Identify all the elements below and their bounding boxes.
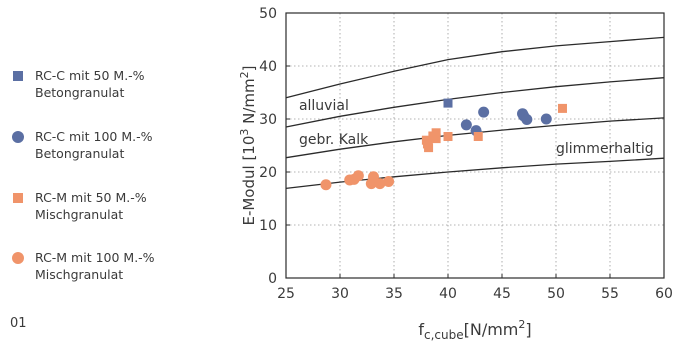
- legend-item-rcc-50: RC-C mit 50 M.-% Betongranulat: [12, 67, 145, 101]
- data-point-circle: [352, 170, 364, 182]
- data-point-circle: [521, 114, 533, 126]
- y-tick-label: 20: [259, 165, 277, 181]
- legend-label: RC-M mit 100 M.-% Mischgranulat: [35, 249, 155, 283]
- legend-marker-circle-blue: [12, 131, 24, 143]
- data-point-square: [557, 103, 567, 113]
- y-tick-label: 50: [259, 6, 277, 22]
- legend-item-rcm-50: RC-M mit 50 M.-% Mischgranulat: [12, 189, 147, 223]
- data-point-square: [443, 98, 453, 108]
- x-tick-label: 25: [277, 286, 295, 302]
- x-tick-label: 60: [655, 286, 673, 302]
- reference-curve: [285, 157, 665, 190]
- data-point-circle: [374, 178, 386, 190]
- legend-label: RC-C mit 50 M.-% Betongranulat: [35, 67, 145, 101]
- legend-label-line2: Mischgranulat: [35, 207, 124, 222]
- series-circle-orange: [320, 170, 395, 191]
- y-axis-label: E-Modul [103 N/mm2]: [238, 65, 258, 225]
- series-square-orange: [421, 103, 567, 153]
- y-tick-label: 10: [259, 218, 277, 234]
- legend-label: RC-C mit 100 M.-% Betongranulat: [35, 128, 153, 162]
- data-point-square: [443, 131, 453, 141]
- data-point-square: [473, 131, 483, 141]
- data-point-circle: [460, 119, 472, 131]
- x-tick-label: 30: [331, 286, 349, 302]
- legend-label-line1: RC-M mit 50 M.-%: [35, 190, 147, 205]
- legend-label-line1: RC-C mit 50 M.-%: [35, 68, 145, 83]
- reference-curve: [285, 77, 665, 128]
- data-point-circle: [383, 176, 395, 188]
- reference-curve: [285, 36, 665, 99]
- legend-item-rcc-100: RC-C mit 100 M.-% Betongranulat: [12, 128, 153, 162]
- plot-frame: [285, 12, 665, 279]
- chart-legend: RC-C mit 50 M.-% Betongranulat RC-C mit …: [0, 0, 230, 345]
- legend-marker-circle-orange: [12, 252, 24, 264]
- legend-label-line2: Betongranulat: [35, 146, 125, 161]
- data-point-circle: [540, 113, 552, 125]
- legend-label-line2: Betongranulat: [35, 85, 125, 100]
- series-circle-blue: [460, 106, 552, 137]
- legend-marker-square-orange: [13, 193, 23, 203]
- y-tick-label: 40: [259, 59, 277, 75]
- data-point-circle: [320, 179, 332, 191]
- x-tick-label: 55: [601, 286, 619, 302]
- legend-label: RC-M mit 50 M.-% Mischgranulat: [35, 189, 147, 223]
- figure-number: 01: [10, 316, 27, 331]
- data-point-circle: [367, 171, 379, 183]
- legend-label-line1: RC-C mit 100 M.-%: [35, 129, 153, 144]
- legend-item-rcm-100: RC-M mit 100 M.-% Mischgranulat: [12, 249, 155, 283]
- x-tick-label: 40: [439, 286, 457, 302]
- y-tick-label: 30: [259, 112, 277, 128]
- data-point-square: [424, 143, 434, 153]
- legend-label-line1: RC-M mit 100 M.-%: [35, 250, 155, 265]
- curve-label: gebr. Kalk: [299, 132, 369, 148]
- curve-label: alluvial: [299, 98, 349, 114]
- data-point-circle: [478, 106, 490, 118]
- x-tick-label: 50: [547, 286, 565, 302]
- data-point-square: [431, 134, 441, 144]
- curve-label: glimmerhaltig: [556, 141, 654, 157]
- series-square-blue: [443, 98, 453, 108]
- x-axis-label: fc,cube[N/mm2]: [418, 318, 531, 342]
- y-tick-label: 0: [268, 271, 277, 287]
- x-tick-label: 45: [493, 286, 511, 302]
- x-tick-label: 35: [385, 286, 403, 302]
- data-point-square: [431, 128, 441, 138]
- legend-label-line2: Mischgranulat: [35, 267, 124, 282]
- legend-marker-square-blue: [13, 71, 23, 81]
